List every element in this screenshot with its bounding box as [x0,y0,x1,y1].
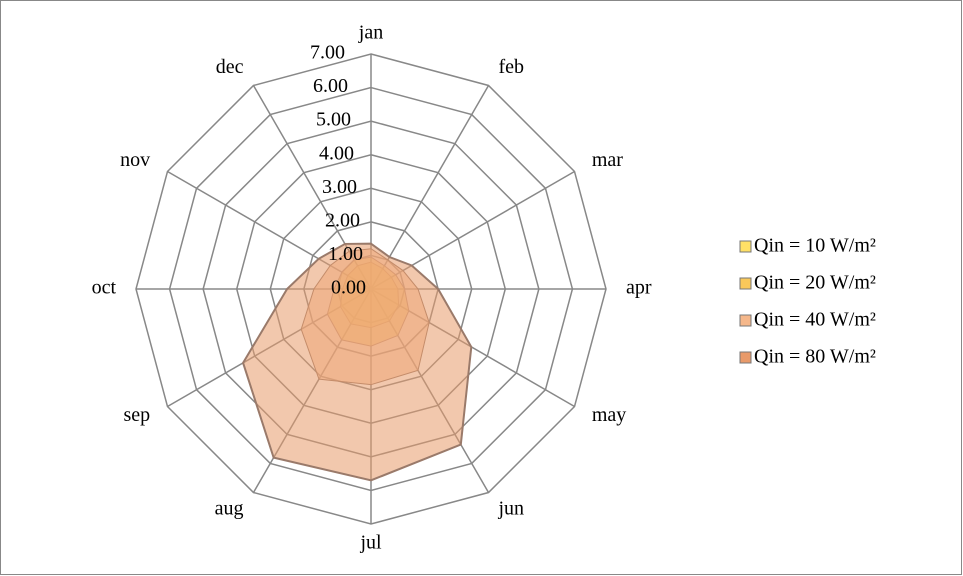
legend-swatch [739,240,752,253]
y-tick-label: 1.00 [328,243,363,265]
category-label: apr [626,277,652,299]
category-label: may [592,404,626,426]
category-label: oct [92,277,117,299]
y-tick-label: 2.00 [325,209,360,231]
y-tick-label: 3.00 [322,176,357,198]
category-label: nov [120,149,150,171]
category-label: jan [358,22,383,44]
legend-swatch [739,277,752,290]
category-label: sep [123,404,150,426]
category-label: dec [216,56,244,78]
y-tick-label: 5.00 [316,109,351,131]
category-label: jul [359,532,382,554]
y-tick-label: 0.00 [331,277,366,299]
category-label: jun [498,497,525,519]
legend-label: Qin = 40 W/m² [754,309,876,331]
category-label: mar [592,149,623,171]
legend-label: Qin = 20 W/m² [754,272,876,294]
y-tick-label: 6.00 [313,75,348,97]
category-label: feb [499,56,525,78]
legend-swatch [739,351,752,364]
series-area [241,242,473,482]
legend-label: Qin = 10 W/m² [754,235,876,257]
y-tick-label: 7.00 [310,42,345,64]
legend-label: Qin = 80 W/m² [754,346,876,368]
spoke [370,85,490,290]
category-label: aug [215,497,244,519]
legend-swatch [739,314,752,327]
y-tick-label: 4.00 [319,142,354,164]
